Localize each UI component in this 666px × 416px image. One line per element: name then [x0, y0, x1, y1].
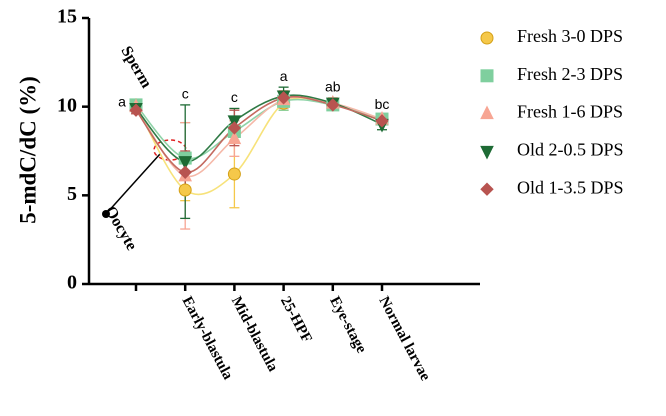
- legend-item: Old 1-3.5 DPS: [480, 177, 624, 197]
- legend-label: Old 2-0.5 DPS: [517, 140, 624, 160]
- marker: [227, 167, 241, 181]
- group-label: c: [182, 86, 189, 102]
- y-tick-label: 0: [67, 272, 77, 294]
- oocyte-dot: [102, 210, 110, 218]
- marker: [178, 165, 192, 179]
- legend-item: Old 2-0.5 DPS: [480, 140, 624, 160]
- marker: [480, 31, 494, 45]
- x-tick-label: Early-blastula: [179, 294, 236, 383]
- marker: [227, 130, 242, 145]
- legend-item: Fresh 2-3 DPS: [480, 64, 623, 84]
- marker: [276, 91, 291, 105]
- trend-curve: [135, 95, 383, 174]
- group-label: c: [231, 89, 238, 105]
- marker: [480, 182, 494, 196]
- group-label: ab: [325, 79, 341, 95]
- oocyte-highlight: [153, 139, 187, 161]
- marker: [480, 69, 494, 83]
- group-label: bc: [375, 96, 390, 112]
- marker: [480, 105, 494, 120]
- legend-label: Fresh 3-0 DPS: [517, 26, 623, 46]
- trend-curve: [135, 94, 383, 163]
- trend-curve: [135, 97, 383, 196]
- y-tick-label: 10: [57, 94, 77, 116]
- legend-item: Fresh 3-0 DPS: [480, 26, 623, 46]
- marker: [178, 156, 193, 170]
- marker: [375, 114, 389, 128]
- x-tick-label: Normal larvae: [375, 294, 433, 384]
- marker: [178, 183, 192, 197]
- marker: [227, 121, 242, 135]
- marker: [480, 145, 494, 160]
- group-label: a: [118, 94, 126, 110]
- y-tick-label: 5: [67, 183, 77, 205]
- marker: [129, 103, 143, 117]
- group-label: a: [280, 68, 288, 84]
- y-axis-title: 5-mdC/dC (%): [15, 76, 40, 224]
- x-tick-label: Mid-blastula: [228, 294, 281, 375]
- y-tick-label: 15: [57, 6, 77, 28]
- legend-item: Fresh 1-6 DPS: [480, 102, 623, 122]
- legend-label: Fresh 2-3 DPS: [517, 64, 623, 84]
- legend-label: Old 1-3.5 DPS: [517, 177, 624, 197]
- annotation: Oocyte: [101, 203, 140, 253]
- legend-label: Fresh 1-6 DPS: [517, 102, 623, 122]
- x-tick-label: 25-HPF: [277, 294, 315, 346]
- oocyte-pointer: [105, 153, 161, 215]
- annotation: Sperm: [117, 43, 155, 91]
- marker: [326, 98, 340, 112]
- x-tick-label: Eye-stage: [326, 294, 369, 356]
